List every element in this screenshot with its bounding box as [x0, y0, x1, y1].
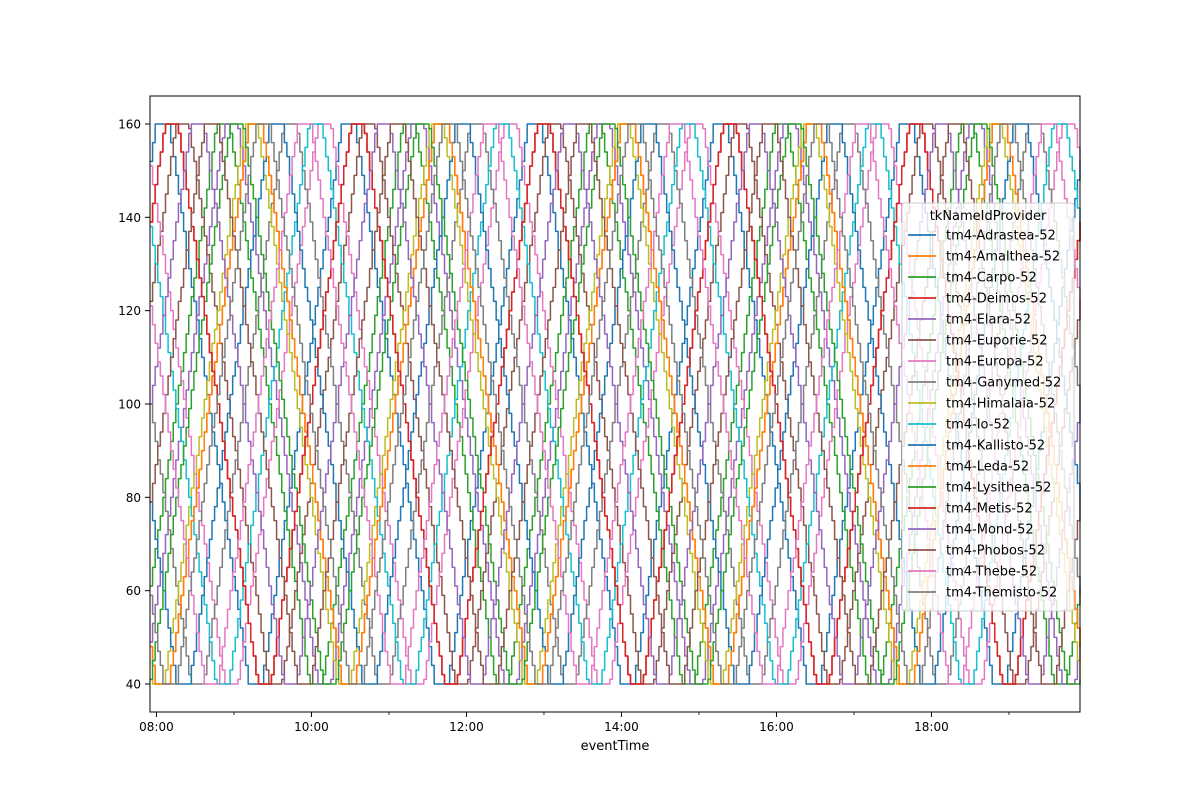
y-tick-label-5: 140 [118, 211, 141, 225]
legend-label-8: tm4-Himalaia-52 [946, 397, 1055, 412]
legend-label-1: tm4-Amalthea-52 [946, 250, 1060, 265]
y-tick-label-2: 80 [126, 491, 141, 505]
x-tick-label-4: 16:00 [759, 720, 794, 734]
x-axis-label: eventTime [581, 739, 650, 754]
legend-label-6: tm4-Europa-52 [946, 355, 1044, 370]
legend-label-4: tm4-Elara-52 [946, 313, 1031, 328]
x-axis: 08:00 10:00 12:00 14:00 16:00 18:00 [139, 712, 1010, 734]
legend-label-10: tm4-Kallisto-52 [946, 439, 1045, 454]
y-tick-label-6: 160 [118, 118, 141, 132]
x-tick-label-3: 14:00 [604, 720, 639, 734]
legend-label-7: tm4-Ganymed-52 [946, 376, 1061, 391]
legend-label-9: tm4-Io-52 [946, 418, 1010, 433]
legend-box [901, 202, 1075, 612]
legend-label-14: tm4-Mond-52 [946, 523, 1034, 538]
y-tick-label-1: 60 [126, 584, 141, 598]
y-tick-label-0: 40 [126, 678, 141, 692]
legend-label-5: tm4-Euporie-52 [946, 334, 1048, 349]
legend-label-16: tm4-Thebe-52 [946, 565, 1037, 580]
x-tick-label-1: 10:00 [294, 720, 329, 734]
legend-label-2: tm4-Carpo-52 [946, 271, 1037, 286]
legend-title: tkNameIdProvider [930, 209, 1047, 224]
legend-label-13: tm4-Metis-52 [946, 502, 1033, 517]
series-line-17 [150, 123, 1081, 685]
x-tick-label-0: 08:00 [139, 720, 174, 734]
legend-label-12: tm4-Lysithea-52 [946, 481, 1051, 496]
y-axis: 40 60 80 100 120 140 160 [118, 118, 150, 692]
legend-label-11: tm4-Leda-52 [946, 460, 1029, 475]
x-tick-label-2: 12:00 [449, 720, 484, 734]
y-tick-label-3: 100 [118, 398, 141, 412]
x-tick-label-5: 18:00 [914, 720, 949, 734]
legend-label-0: tm4-Adrastea-52 [946, 229, 1056, 244]
legend-label-15: tm4-Phobos-52 [946, 544, 1045, 559]
y-tick-label-4: 120 [118, 304, 141, 318]
legend-label-17: tm4-Themisto-52 [946, 586, 1057, 601]
legend: tkNameIdProvider tm4-Adrastea-52 tm4-Amalt… [901, 202, 1075, 612]
legend-label-3: tm4-Deimos-52 [946, 292, 1047, 307]
